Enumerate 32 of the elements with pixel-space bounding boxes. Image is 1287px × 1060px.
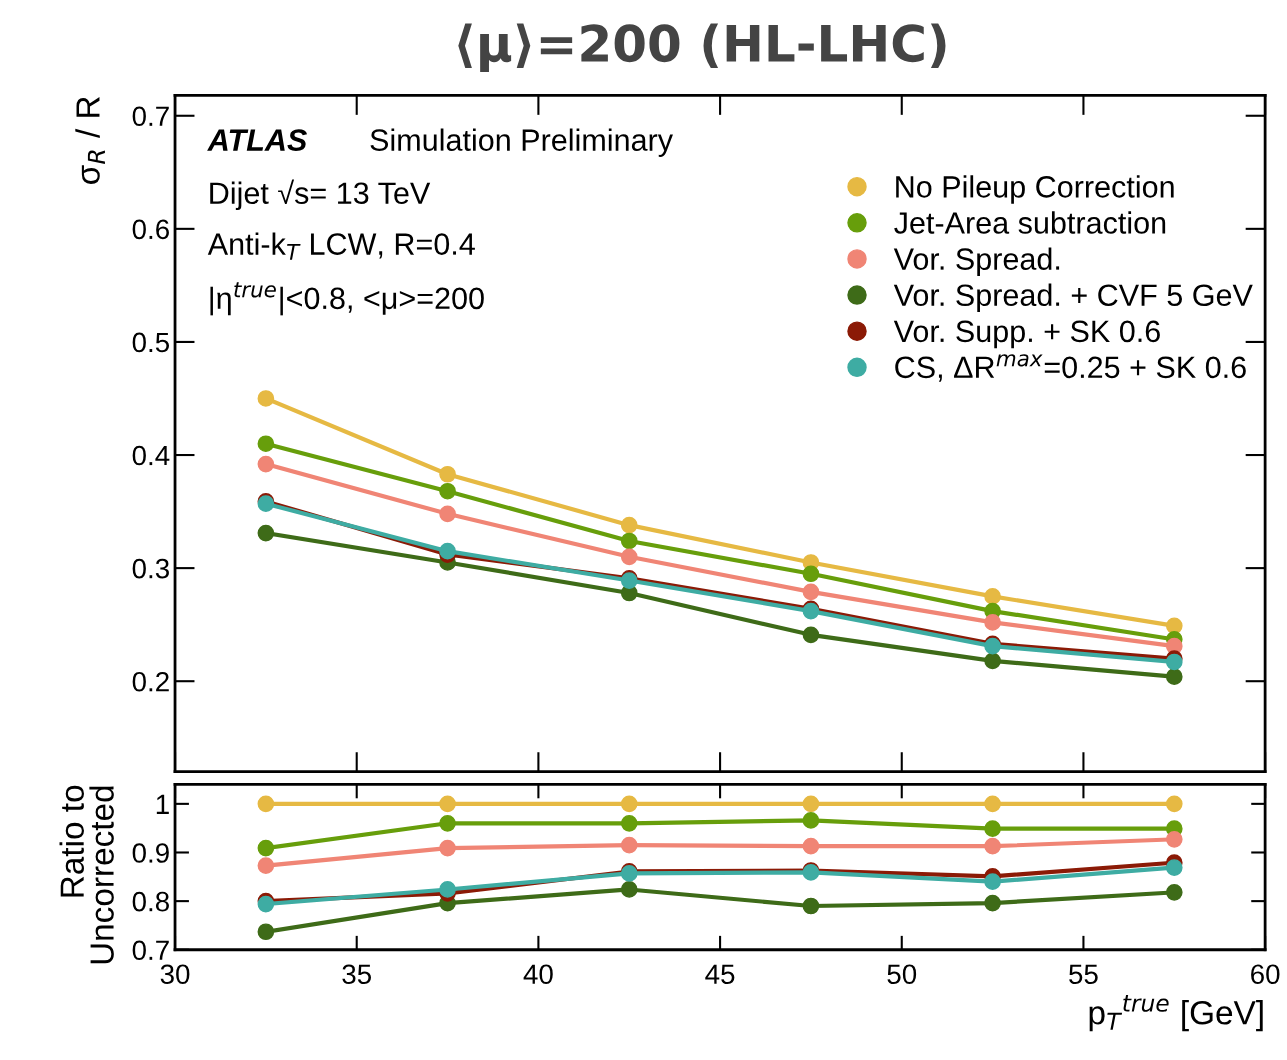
annotation: Dijet √s= 13 TeV	[210, 179, 431, 211]
y-tick-label: 0.4	[132, 445, 170, 466]
annotation: Simulation Preliminary	[370, 128, 673, 157]
y-tick-label: 1	[156, 794, 169, 814]
legend-label: Vor. Spread.	[893, 247, 1060, 276]
annotation: ATLAS	[207, 129, 308, 151]
y-tick-label: 0.3	[132, 558, 169, 579]
x-tick-label: 50	[887, 964, 917, 985]
annotation: Anti-k$_{T}$ LCW, R=0.4	[207, 232, 475, 260]
y-tick-label: 0.2	[132, 671, 169, 692]
x-tick-label: 55	[1069, 964, 1098, 985]
y-tick-label: 0.6	[132, 219, 169, 240]
y-tick-label: 0.7	[132, 106, 169, 127]
x-tick-label: 35	[342, 964, 371, 985]
x-tick-label: 40	[523, 964, 553, 985]
x-tick-label: 30	[160, 964, 190, 985]
y-axis-title: Ratio to Uncorrected	[59, 785, 114, 964]
y-tick-label: 0.8	[132, 891, 169, 912]
legend-label: Jet-Area subtraction	[894, 211, 1166, 234]
x-tick-label: 45	[705, 964, 735, 985]
x-tick-label: 60	[1251, 964, 1280, 985]
legend-label: Vor. Supp. + SK 0.6	[893, 320, 1160, 349]
y-tick-label: 0.7	[132, 940, 169, 961]
legend-label: No Pileup Correction	[896, 175, 1174, 204]
chart-title: ⟨μ⟩=200 (HL-LHC)	[458, 23, 946, 72]
y-tick-label: 0.5	[132, 332, 170, 353]
legend-label: CS, ΔR$^{max}$=0.25 + SK 0.6	[895, 354, 1246, 382]
y-axis-title: σ$_{R}$ / R	[75, 97, 105, 184]
legend-label: Vor. Spread. + CVF 5 GeV	[893, 283, 1253, 313]
annotation: |η$^{true}$|<0.8, <μ>=200	[210, 282, 484, 316]
y-tick-label: 0.9	[132, 843, 169, 863]
x-axis-title: p$_{T}$$^{true}$ [GeV]	[1089, 995, 1263, 1032]
